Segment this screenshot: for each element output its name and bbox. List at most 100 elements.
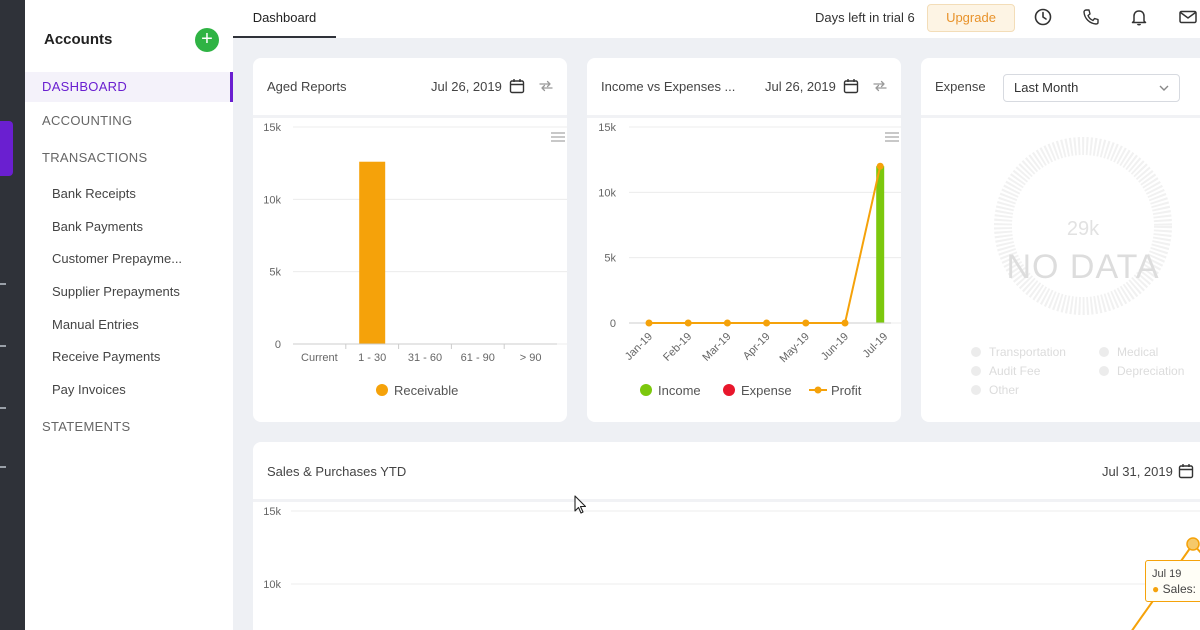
y-tick-label: 15k: [598, 122, 616, 134]
legend-expense[interactable]: Expense: [723, 383, 792, 398]
y-tick-label: 0: [610, 318, 616, 330]
app-rail: [0, 0, 25, 630]
calendar-icon[interactable]: [843, 78, 859, 94]
x-tick-label: Mar-19: [700, 331, 733, 364]
nav-customer-prepayments[interactable]: Customer Prepayme...: [52, 251, 183, 266]
aged-chart: 15k 10k 5k 0 Current 1 - 30 31 - 60 61 - 90 > 90: [263, 122, 567, 364]
nav-bank-payments[interactable]: Bank Payments: [52, 219, 144, 234]
tab-dashboard[interactable]: Dashboard: [233, 0, 336, 38]
rail-active-item[interactable]: [0, 121, 13, 176]
rail-item[interactable]: [0, 283, 6, 285]
period-select-value: Last Month: [1014, 80, 1079, 95]
card-header: Income vs Expenses ... Jul 26, 2019: [587, 58, 901, 118]
nav-pay-invoices[interactable]: Pay Invoices: [52, 382, 126, 397]
legend-label: Receivable: [394, 383, 459, 398]
profit-point: [684, 319, 692, 327]
nav-receive-payments[interactable]: Receive Payments: [52, 349, 161, 364]
sales-chart: 15k 10k: [263, 506, 1200, 630]
rail-item[interactable]: [0, 407, 6, 409]
y-tick-label: 5k: [604, 253, 616, 265]
bar-receivable: [359, 161, 386, 344]
refresh-icon[interactable]: [872, 78, 888, 94]
x-tick-label: Current: [301, 352, 338, 364]
legend-depreciation[interactable]: Depreciation: [1099, 364, 1184, 378]
profit-point: [763, 319, 771, 327]
y-tick-label: 5k: [269, 267, 281, 279]
profit-point: [723, 319, 731, 327]
calendar-icon[interactable]: [509, 78, 525, 94]
plus-icon: +: [201, 28, 213, 50]
x-tick-label: Feb-19: [661, 331, 694, 364]
report-date: Jul 26, 2019: [431, 79, 502, 94]
y-tick-label: 15k: [263, 506, 281, 518]
nav-statements[interactable]: STATEMENTS: [42, 419, 131, 434]
legend-income[interactable]: Income: [640, 383, 701, 398]
report-date: Jul 26, 2019: [765, 79, 836, 94]
chart-tooltip: Jul 19 ● Sales: 1: [1145, 560, 1200, 602]
period-select[interactable]: Last Month: [1003, 74, 1180, 102]
clock-icon[interactable]: [1033, 7, 1053, 27]
legend-label: Profit: [831, 383, 862, 398]
card-title: Aged Reports: [267, 79, 347, 94]
donut-center-value: 29k: [1066, 218, 1100, 240]
y-tick-label: 10k: [598, 187, 616, 199]
aged-reports-card: Aged Reports Jul 26, 2019 15k 10k 5k 0 Curre…: [253, 58, 567, 422]
rail-item[interactable]: [0, 466, 6, 468]
nav-dashboard[interactable]: DASHBOARD: [25, 72, 233, 102]
card-title: Sales & Purchases YTD: [267, 464, 407, 479]
card-header: Expense Last Month: [921, 58, 1200, 118]
x-tick-label: 1 - 30: [358, 352, 386, 364]
chevron-down-icon: [1159, 85, 1169, 91]
legend-audit-fee[interactable]: Audit Fee: [971, 364, 1040, 378]
legend-marker: [376, 384, 388, 396]
nav-transactions[interactable]: TRANSACTIONS: [42, 150, 148, 165]
y-tick-label: 0: [275, 339, 281, 351]
top-bar: Dashboard Days left in trial 6 Upgrade: [233, 0, 1200, 38]
phone-icon[interactable]: [1081, 7, 1101, 27]
profit-point: [876, 162, 884, 170]
x-tick-label: Apr-19: [741, 331, 773, 363]
x-tick-label: Jan-19: [623, 331, 655, 363]
legend-receivable[interactable]: Receivable: [376, 383, 458, 398]
refresh-icon[interactable]: [538, 78, 554, 94]
legend-marker: [640, 384, 652, 396]
x-tick-label: Jul-19: [861, 331, 891, 361]
sidebar: Accounts + DASHBOARD ACCOUNTING TRANSACT…: [25, 0, 233, 630]
legend-medical[interactable]: Medical: [1099, 345, 1158, 359]
legend-marker: [809, 386, 827, 394]
nav-bank-receipts[interactable]: Bank Receipts: [52, 186, 136, 201]
bar-income: [876, 166, 885, 323]
x-tick-label: May-19: [777, 331, 811, 365]
sidebar-title: Accounts: [44, 31, 113, 48]
mail-icon[interactable]: [1178, 7, 1198, 27]
tooltip-title: Jul 19: [1152, 568, 1182, 580]
profit-point: [841, 319, 849, 327]
sales-purchases-card: Sales & Purchases YTD Jul 31, 2019 15k 1…: [253, 442, 1200, 630]
card-header: Sales & Purchases YTD Jul 31, 2019: [253, 442, 1200, 502]
rail-item[interactable]: [0, 345, 6, 347]
expense-card: Expense Last Month 29k NO DATA Transport…: [921, 58, 1200, 422]
nav-accounting[interactable]: ACCOUNTING: [42, 113, 133, 128]
legend-marker: [723, 384, 735, 396]
x-tick-label: 61 - 90: [461, 352, 495, 364]
upgrade-button[interactable]: Upgrade: [927, 4, 1015, 32]
no-data-label: NO DATA: [1006, 248, 1160, 286]
calendar-icon[interactable]: [1178, 463, 1194, 479]
legend-transportation[interactable]: Transportation: [971, 345, 1066, 359]
y-tick-label: 15k: [263, 122, 281, 134]
legend-other[interactable]: Other: [971, 383, 1019, 397]
income-chart: 15k 10k 5k 0 Jan-19 Feb-19 Mar-19 Apr-19 May-19 J…: [598, 122, 901, 365]
y-tick-label: 10k: [263, 194, 281, 206]
tooltip-value: ● Sales: 1: [1152, 582, 1200, 596]
bell-icon[interactable]: [1129, 7, 1149, 27]
y-tick-label: 10k: [263, 579, 281, 591]
nav-supplier-prepayments[interactable]: Supplier Prepayments: [52, 284, 180, 299]
add-account-button[interactable]: +: [195, 28, 219, 52]
nav-manual-entries[interactable]: Manual Entries: [52, 317, 139, 332]
profit-line: [649, 165, 882, 324]
x-tick-label: 31 - 60: [408, 352, 442, 364]
legend-profit[interactable]: Profit: [809, 383, 861, 398]
expense-donut: [994, 137, 1172, 315]
profit-point: [645, 319, 653, 327]
legend-label: Income: [658, 383, 701, 398]
